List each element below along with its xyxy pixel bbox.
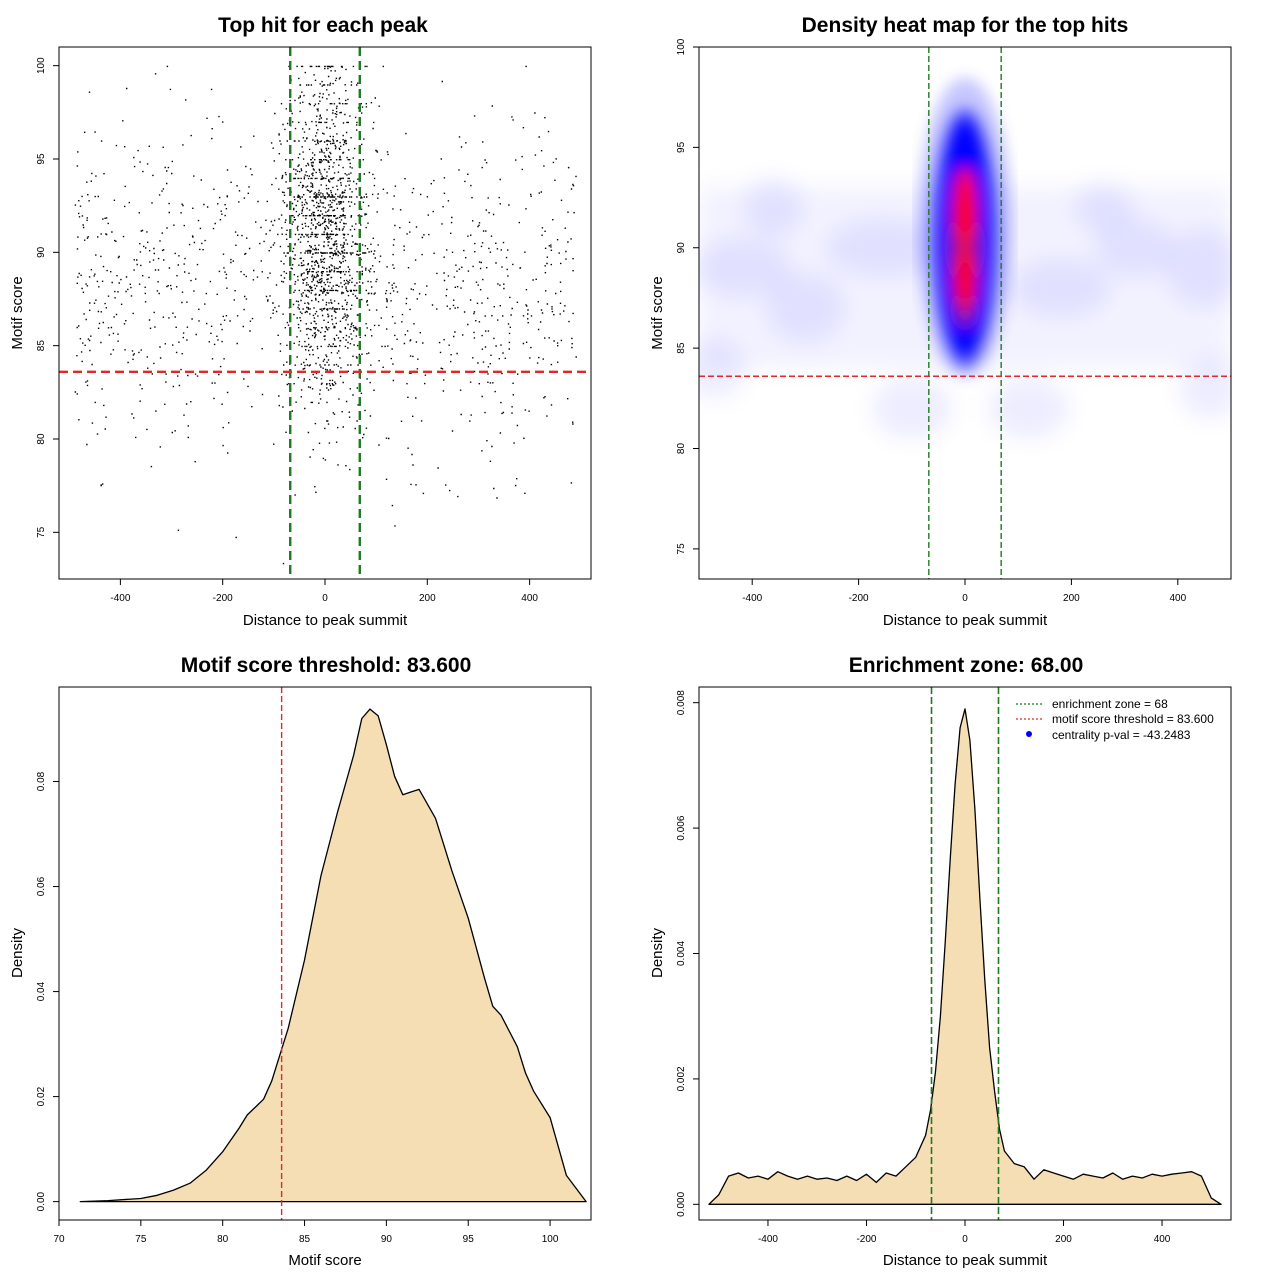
legend-key-pval <box>1026 731 1032 737</box>
y-tick-label: 95 <box>36 153 47 165</box>
x-tick-label: 90 <box>381 1234 393 1245</box>
x-tick-label: 75 <box>135 1234 147 1245</box>
scatter-x-ticks: -400 -200 0 200 400 <box>110 579 538 604</box>
x-tick-label: 200 <box>419 593 436 604</box>
y-tick-label: 0.06 <box>36 876 47 896</box>
heatmap-core-red-bottom <box>955 245 975 310</box>
scatter-guides <box>59 47 591 579</box>
x-tick-label: 95 <box>463 1234 475 1245</box>
heatmap-x-label: Distance to peak summit <box>883 612 1048 629</box>
y-tick-label: 0.02 <box>36 1086 47 1106</box>
scatter-panel: Top hit for each peak -400 -200 0 200 400 75… <box>9 14 592 629</box>
x-tick-label: 0 <box>322 593 328 604</box>
y-tick-label: 0.08 <box>36 771 47 791</box>
y-tick-label: 100 <box>36 57 47 74</box>
heatmap-y-label: Motif score <box>649 276 666 349</box>
x-tick-label: -400 <box>758 1234 778 1245</box>
x-tick-label: 400 <box>1169 593 1186 604</box>
x-tick-label: 400 <box>1154 1234 1171 1245</box>
legend-label-pval: centrality p-val = -43.2483 <box>1052 728 1191 742</box>
y-tick-label: 90 <box>36 246 47 258</box>
distance-density-y-label: Density <box>649 927 666 978</box>
legend-label-enrichment-zone: enrichment zone = 68 <box>1052 697 1168 711</box>
y-tick-label: 0.008 <box>676 690 687 715</box>
y-tick-label: 0.002 <box>676 1066 687 1091</box>
distance-density-x-label: Distance to peak summit <box>883 1252 1048 1269</box>
distance-density-guides <box>930 687 1000 1220</box>
y-tick-label: 90 <box>676 242 687 254</box>
heatmap-haze-blob <box>871 378 952 439</box>
x-tick-label: -200 <box>856 1234 876 1245</box>
score-density-x-label: Motif score <box>288 1252 361 1269</box>
legend-label-threshold: motif score threshold = 83.600 <box>1052 712 1214 726</box>
scatter-plot-frame <box>58 46 592 580</box>
distance-density-y-ticks: 0.000 0.002 0.004 0.006 0.008 <box>676 690 699 1217</box>
scatter-title: Top hit for each peak <box>218 14 428 37</box>
y-tick-label: 100 <box>676 38 687 55</box>
x-tick-label: -400 <box>110 593 130 604</box>
heatmap-panel: Density heat map for the top hits -400 -2… <box>649 14 1232 629</box>
distance-density-curve <box>708 708 1222 1205</box>
x-tick-label: 200 <box>1055 1234 1072 1245</box>
scatter-x-label: Distance to peak summit <box>243 612 408 629</box>
x-tick-label: -400 <box>742 593 762 604</box>
scatter-y-label: Motif score <box>9 276 26 349</box>
x-tick-label: -200 <box>213 593 233 604</box>
density-curve-line <box>79 708 587 1203</box>
distance-density-x-ticks: -400 -200 0 200 400 <box>758 1220 1171 1245</box>
y-tick-label: 0.000 <box>676 1191 687 1216</box>
heatmap-haze-blob <box>1179 358 1231 419</box>
score-density-title: Motif score threshold: 83.600 <box>181 654 472 677</box>
x-tick-label: 0 <box>962 1234 968 1245</box>
y-tick-label: 85 <box>36 340 47 352</box>
heatmap-guides <box>699 47 1231 579</box>
heatmap-x-ticks: -400 -200 0 200 400 <box>742 579 1187 604</box>
scatter-y-ticks: 75 80 85 90 95 100 <box>36 57 59 538</box>
distance-density-panel: Enrichment zone: 68.00 -400 -200 0 200 400 0… <box>649 654 1232 1269</box>
y-tick-label: 0.04 <box>36 981 47 1001</box>
heatmap-title: Density heat map for the top hits <box>802 14 1129 37</box>
x-tick-label: 0 <box>962 593 968 604</box>
score-density-y-label: Density <box>9 927 26 978</box>
density-area-fill <box>80 709 587 1202</box>
score-density-panel: Motif score threshold: 83.600 70 75 80 85 90… <box>9 654 592 1269</box>
score-density-x-ticks: 70 75 80 85 90 95 100 <box>53 1220 559 1245</box>
y-tick-label: 0.004 <box>676 941 687 966</box>
y-tick-label: 75 <box>676 543 687 555</box>
score-density-y-ticks: 0.00 0.02 0.04 0.06 0.08 <box>36 771 59 1211</box>
legend: enrichment zone = 68 motif score thresho… <box>1016 697 1214 742</box>
heatmap-core-red-top <box>954 167 976 248</box>
x-tick-label: -200 <box>849 593 869 604</box>
y-tick-label: 0.00 <box>36 1191 47 1211</box>
y-tick-label: 80 <box>36 433 47 445</box>
heatmap-hotspot <box>917 77 1013 378</box>
y-tick-label: 85 <box>676 342 687 354</box>
y-tick-label: 80 <box>676 443 687 455</box>
heatmap-y-ticks: 75 80 85 90 95 100 <box>676 38 699 554</box>
x-tick-label: 100 <box>542 1234 559 1245</box>
x-tick-label: 70 <box>53 1234 65 1245</box>
density-curve-line <box>708 708 1222 1205</box>
heatmap-core <box>917 77 1013 378</box>
x-tick-label: 200 <box>1063 593 1080 604</box>
y-tick-label: 75 <box>36 526 47 538</box>
score-density-curve <box>79 708 587 1203</box>
density-area-fill <box>708 708 1222 1205</box>
y-tick-label: 95 <box>676 141 687 153</box>
y-tick-label: 0.006 <box>676 815 687 840</box>
heatmap-area <box>699 47 1231 579</box>
x-tick-label: 80 <box>217 1234 229 1245</box>
x-tick-label: 400 <box>521 593 538 604</box>
heatmap-haze-blob <box>988 378 1069 439</box>
scatter-points <box>74 65 577 565</box>
score-density-plot-frame <box>58 686 592 1221</box>
scatter-point-cloud <box>74 65 577 565</box>
distance-density-title: Enrichment zone: 68.00 <box>849 654 1084 677</box>
x-tick-label: 85 <box>299 1234 311 1245</box>
